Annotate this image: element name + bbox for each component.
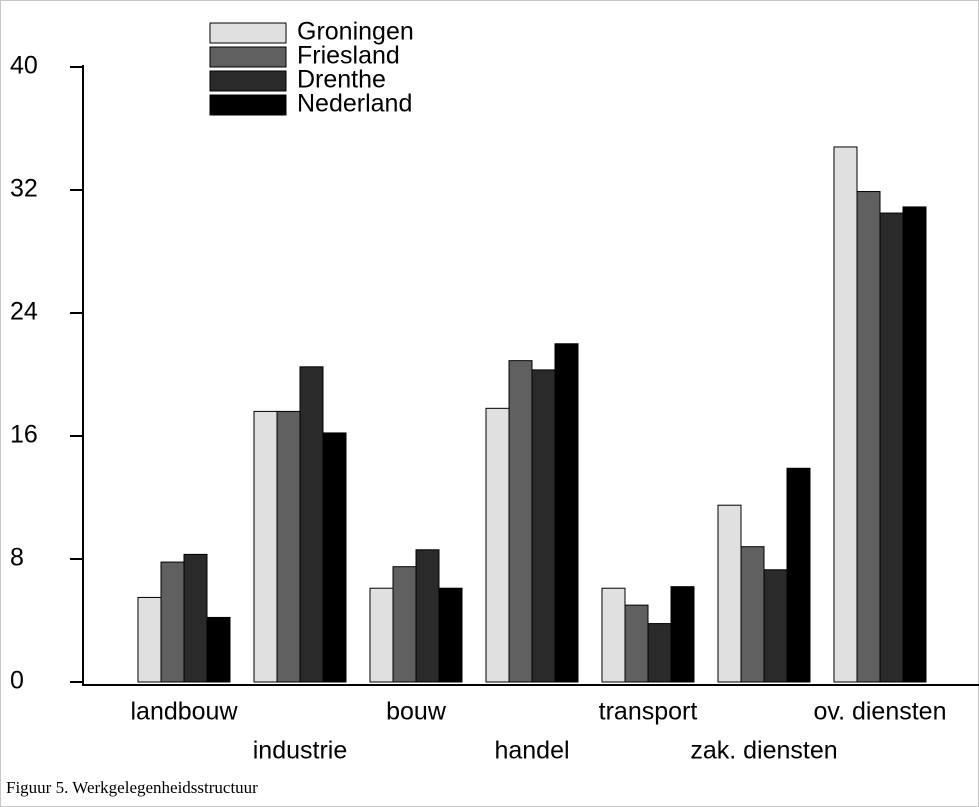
bar — [438, 587, 463, 683]
bar — [253, 410, 278, 683]
legend-swatch — [209, 94, 287, 116]
legend-label: Friesland — [297, 42, 400, 70]
y-tick-label: 32 — [10, 175, 38, 203]
bar — [624, 604, 649, 683]
bar — [902, 206, 927, 683]
bar — [160, 561, 185, 683]
x-tick-label: transport — [599, 698, 698, 726]
bar — [786, 467, 811, 683]
bar — [485, 407, 510, 683]
bar — [879, 212, 904, 683]
y-tick-label: 40 — [10, 52, 38, 80]
y-tick-label: 0 — [10, 667, 24, 695]
x-tick-label: industrie — [253, 737, 348, 765]
bar — [740, 546, 765, 683]
x-tick-label: handel — [494, 737, 569, 765]
legend-swatch — [209, 70, 287, 92]
bar — [137, 596, 162, 683]
x-tick-label: ov. diensten — [814, 698, 947, 726]
legend-label: Drenthe — [297, 66, 386, 94]
bar — [392, 566, 417, 683]
x-tick-label: landbouw — [130, 698, 238, 726]
legend-label: Groningen — [297, 18, 414, 46]
bar — [299, 366, 324, 683]
bar — [601, 587, 626, 683]
legend-swatch — [209, 46, 287, 68]
caption: Figuur 5. Werkgelegenheidsstructuur — [6, 778, 258, 797]
bar — [276, 410, 301, 683]
bar — [206, 616, 231, 683]
bar — [763, 569, 788, 683]
bar — [554, 343, 579, 683]
bar — [369, 587, 394, 683]
bar — [415, 549, 440, 683]
y-tick-label: 24 — [10, 298, 38, 326]
bar — [833, 146, 858, 683]
bar — [717, 504, 742, 683]
bar — [322, 432, 347, 683]
x-tick-label: bouw — [386, 698, 447, 726]
bar — [670, 586, 695, 683]
y-tick-label: 16 — [10, 421, 38, 449]
bar — [531, 369, 556, 683]
legend-swatch — [209, 22, 287, 44]
legend-label: Nederland — [297, 90, 412, 118]
bar — [183, 553, 208, 683]
bar — [508, 360, 533, 683]
bar — [856, 191, 881, 683]
bar — [647, 623, 672, 683]
x-tick-label: zak. diensten — [690, 737, 837, 765]
y-tick-label: 8 — [10, 544, 24, 572]
